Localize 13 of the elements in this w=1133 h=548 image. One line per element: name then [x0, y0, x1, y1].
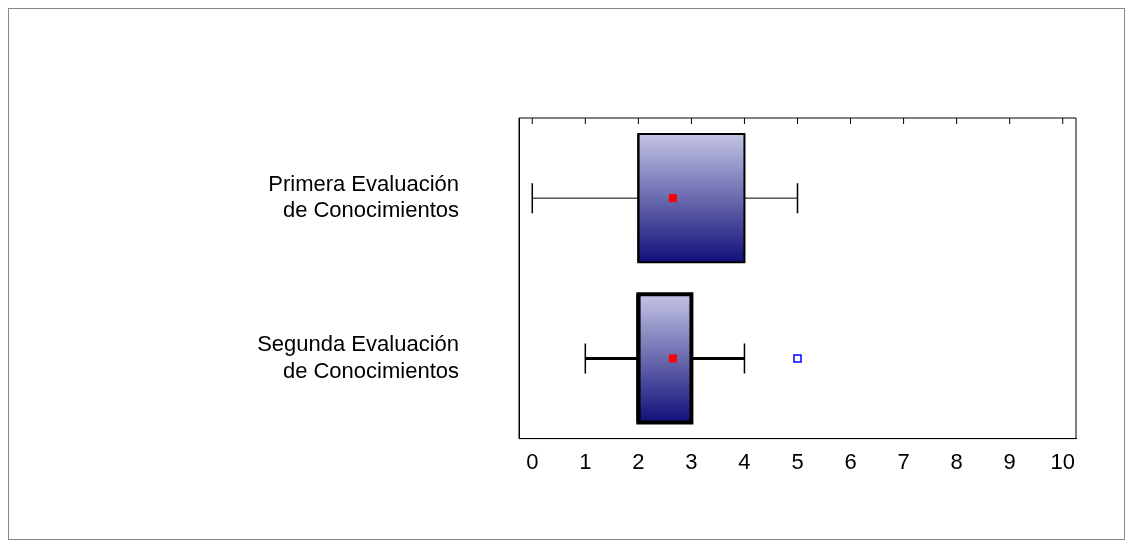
- x-tick-label: 7: [897, 448, 910, 474]
- x-tick-label: 8: [950, 448, 963, 474]
- x-tick-label: 5: [791, 448, 804, 474]
- y-tick-label: Segunda Evaluación de Conocimientos: [257, 331, 459, 383]
- x-tick-label: 1: [579, 448, 592, 474]
- x-tick-label: 10: [1050, 448, 1075, 474]
- x-tick-label: 9: [1003, 448, 1016, 474]
- x-tick-label: 0: [526, 448, 539, 474]
- x-tick-label: 6: [844, 448, 857, 474]
- x-tick-label: 3: [685, 448, 698, 474]
- y-tick-label: Primera Evaluación de Conocimientos: [268, 171, 459, 223]
- x-tick-label: 4: [738, 448, 751, 474]
- x-tick-label: 2: [632, 448, 645, 474]
